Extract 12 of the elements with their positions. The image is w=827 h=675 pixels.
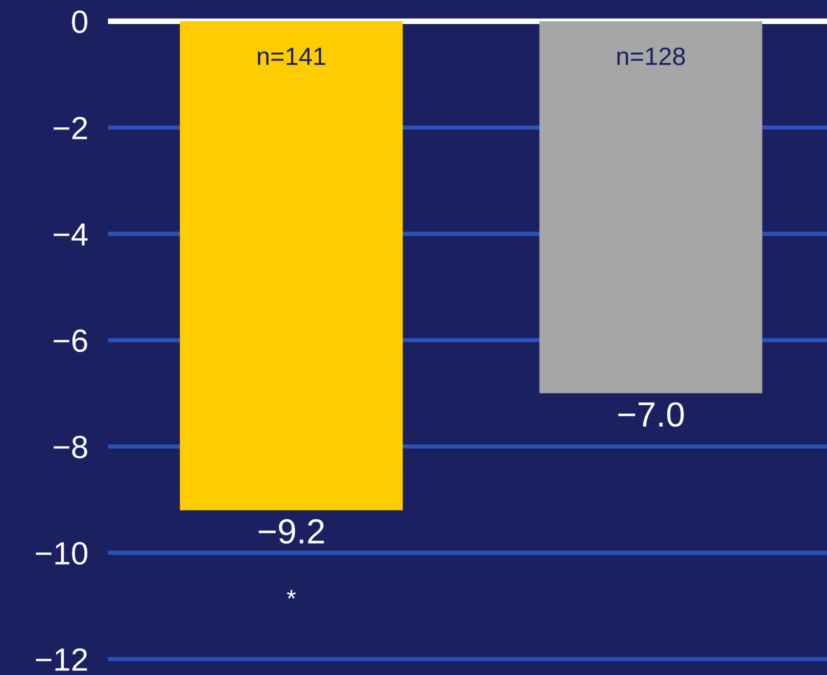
y-tick-label: −12 [36,648,87,671]
data-label: −9.2 [258,519,324,544]
annotation: n=128 [617,47,685,66]
y-tick-label: −2 [54,116,87,140]
data-label: −7.0 [618,402,684,427]
annotation: n=141 [258,48,326,65]
annotation: * [286,590,296,599]
y-tick-label: 0 [72,10,88,34]
y-tick-label: −6 [54,329,88,352]
y-tick-label: −10 [36,542,88,565]
y-tick-label: −8 [54,436,88,458]
y-tick-label: −4 [54,223,88,246]
